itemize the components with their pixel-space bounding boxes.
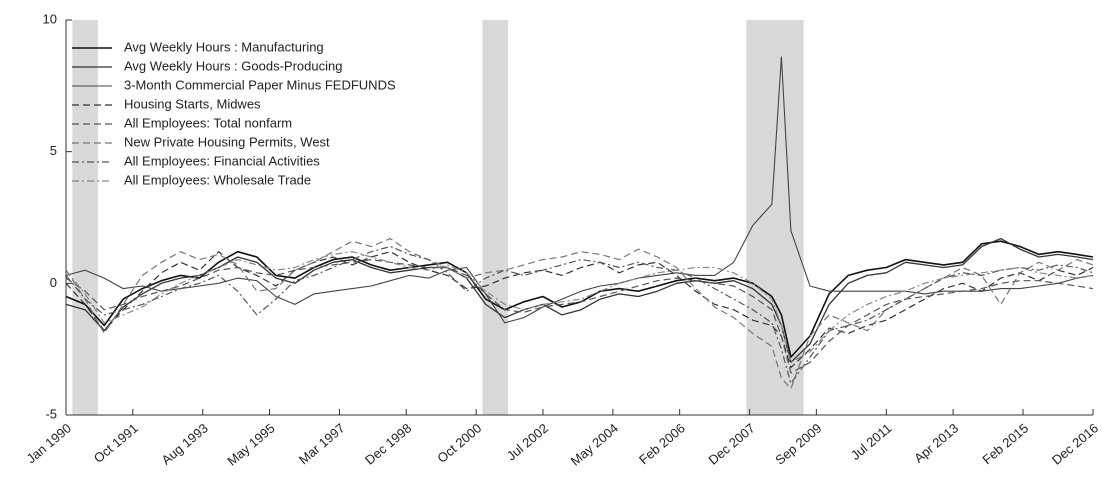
series-line bbox=[65, 56, 1094, 324]
x-tick-label: Apr 2013 bbox=[911, 420, 961, 465]
x-tick-label: Dec 2016 bbox=[1049, 420, 1101, 467]
x-tick-label: Jul 2011 bbox=[848, 420, 895, 462]
x-tick-label: Aug 1993 bbox=[159, 420, 211, 467]
legend-label: All Employees: Wholesale Trade bbox=[124, 172, 311, 187]
series-line bbox=[65, 240, 1094, 358]
shaded-period bbox=[72, 20, 98, 415]
legend-label: Housing Starts, Midwes bbox=[124, 96, 261, 111]
x-tick-label: Jul 2002 bbox=[504, 420, 551, 463]
series-line bbox=[65, 251, 1094, 363]
x-tick-label: Feb 2006 bbox=[636, 420, 688, 467]
series-line bbox=[65, 237, 1094, 363]
x-tick-label: Jan 1990 bbox=[24, 420, 75, 466]
series-line bbox=[65, 245, 1094, 384]
shaded-period bbox=[482, 20, 508, 415]
legend-label: New Private Housing Permits, West bbox=[124, 134, 330, 149]
legend-label: 3-Month Commercial Paper Minus FEDFUNDS bbox=[124, 77, 396, 92]
series-line bbox=[65, 238, 1094, 390]
line-layer bbox=[65, 56, 1094, 390]
x-tick-label: Mar 1997 bbox=[296, 420, 348, 467]
y-tick-label: 10 bbox=[43, 11, 57, 26]
x-tick-label: Dec 2007 bbox=[705, 420, 757, 467]
x-tick-label: Sep 2009 bbox=[772, 420, 824, 467]
x-tick-label: Oct 2000 bbox=[434, 420, 484, 465]
legend-label: All Employees: Financial Activities bbox=[124, 153, 320, 168]
shaded-period bbox=[746, 20, 804, 415]
x-tick-label: Feb 2015 bbox=[979, 420, 1031, 467]
series-line bbox=[65, 251, 1094, 369]
legend-label: Avg Weekly Hours : Manufacturing bbox=[124, 39, 324, 54]
x-tick-label: Dec 1998 bbox=[362, 420, 414, 467]
y-tick-label: 0 bbox=[50, 275, 57, 290]
series-line bbox=[65, 259, 1094, 374]
legend-label: All Employees: Total nonfarm bbox=[124, 115, 292, 130]
y-tick-label: -5 bbox=[45, 406, 57, 421]
x-tick-label: Oct 1991 bbox=[91, 420, 141, 465]
legend-label: Avg Weekly Hours : Goods-Producing bbox=[124, 58, 342, 73]
x-tick-label: May 2004 bbox=[568, 420, 621, 468]
y-tick-label: 5 bbox=[50, 143, 57, 158]
legend: Avg Weekly Hours : Manufacturing Avg Week… bbox=[72, 39, 396, 187]
x-tick-label: May 1995 bbox=[224, 420, 277, 468]
